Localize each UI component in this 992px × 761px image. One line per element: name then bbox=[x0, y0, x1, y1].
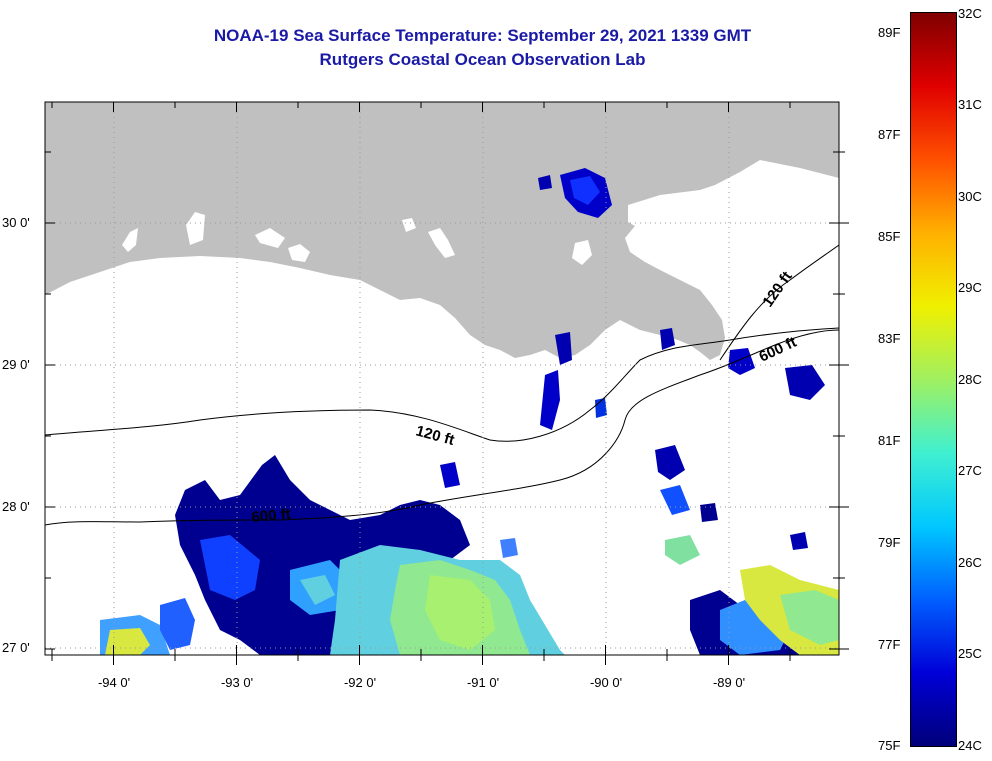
lake-grand bbox=[288, 244, 310, 262]
scale-label-85f: 85F bbox=[878, 229, 901, 244]
lon-label-91: -91 0' bbox=[466, 675, 500, 690]
scale-label-25c: 25C bbox=[958, 646, 982, 661]
lake-calcasieu bbox=[186, 212, 205, 245]
scale-label-26c: 26C bbox=[958, 555, 982, 570]
axis-ticks bbox=[45, 102, 849, 665]
lon-label-92: -92 0' bbox=[343, 675, 377, 690]
scale-label-75f: 75F bbox=[878, 738, 901, 753]
scale-label-30c: 30C bbox=[958, 189, 982, 204]
scale-label-87f: 87F bbox=[878, 127, 901, 142]
lat-label-29: 29 0' bbox=[2, 357, 30, 372]
scale-label-24c: 24C bbox=[958, 738, 982, 753]
scale-label-83f: 83F bbox=[878, 331, 901, 346]
graticule bbox=[45, 102, 839, 655]
map-title: NOAA-19 Sea Surface Temperature: Septemb… bbox=[213, 26, 752, 45]
lat-label-30: 30 0' bbox=[2, 215, 30, 230]
lon-label-93: -93 0' bbox=[220, 675, 254, 690]
lake-sabine bbox=[122, 228, 138, 252]
scale-label-81f: 81F bbox=[878, 433, 901, 448]
color-scale-bar bbox=[910, 12, 957, 747]
bathymetry-contours bbox=[45, 244, 839, 526]
map-frame bbox=[44, 101, 840, 656]
sst-patches bbox=[100, 168, 839, 655]
lake-pontchartrain bbox=[628, 190, 700, 232]
lat-label-27: 27 0' bbox=[2, 640, 30, 655]
scale-label-77f: 77F bbox=[878, 637, 901, 652]
scale-label-79f: 79F bbox=[878, 535, 901, 550]
scale-label-29c: 29C bbox=[958, 280, 982, 295]
lake-4 bbox=[428, 228, 455, 258]
scale-label-31c: 31C bbox=[958, 97, 982, 112]
map-subtitle: Rutgers Coastal Ocean Observation Lab bbox=[319, 50, 646, 69]
lon-label-90: -90 0' bbox=[589, 675, 623, 690]
lake-5 bbox=[572, 240, 592, 265]
scale-label-32c: 32C bbox=[958, 6, 982, 21]
scale-label-89f: 89F bbox=[878, 25, 901, 40]
lon-label-89: -89 0' bbox=[712, 675, 746, 690]
lake-3 bbox=[402, 218, 416, 232]
lat-label-28: 28 0' bbox=[2, 499, 30, 514]
lon-label-94: -94 0' bbox=[97, 675, 131, 690]
scale-label-27c: 27C bbox=[958, 463, 982, 478]
lake-borgne bbox=[690, 195, 745, 255]
scale-label-28c: 28C bbox=[958, 372, 982, 387]
contour-label-600ft-west: 600 ft bbox=[251, 506, 292, 526]
lake-white bbox=[255, 228, 285, 248]
